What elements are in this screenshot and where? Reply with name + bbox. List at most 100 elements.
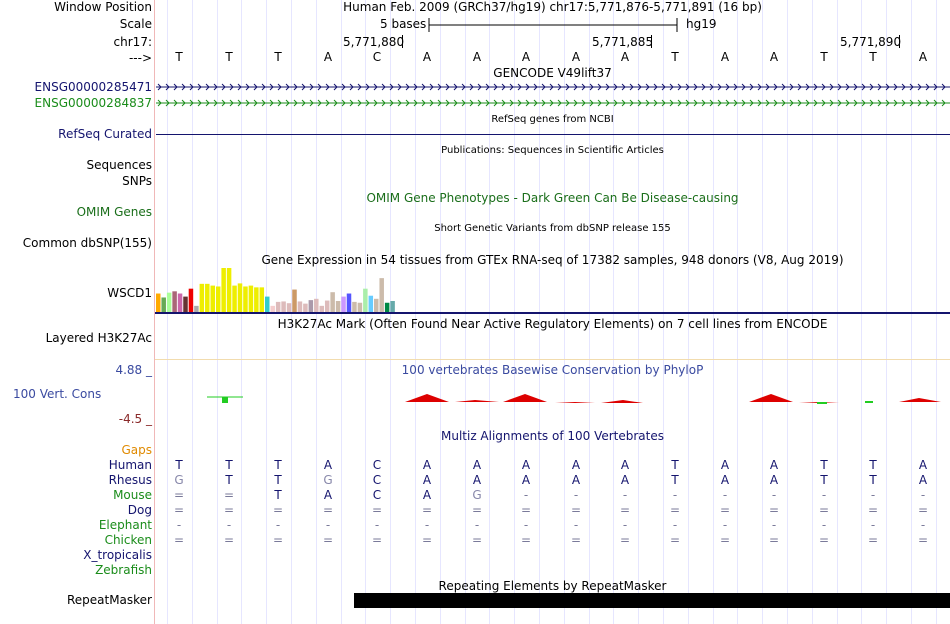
- h3k27ac-label[interactable]: Layered H3K27Ac: [45, 331, 152, 345]
- gtex-tissue-bar[interactable]: [286, 303, 292, 312]
- gtex-tissue-bar[interactable]: [346, 293, 352, 312]
- phylop-peak: [405, 394, 449, 402]
- reference-base: T: [274, 50, 282, 64]
- gtex-tissue-bar[interactable]: [292, 289, 297, 312]
- strand-chevron: [789, 83, 794, 91]
- strand-chevron: [861, 83, 866, 91]
- strand-chevron: [773, 99, 778, 107]
- gtex-tissue-bar[interactable]: [226, 268, 232, 312]
- gtex-tissue-bar[interactable]: [357, 302, 363, 312]
- phylop-max-label: 4.88 _: [115, 363, 152, 377]
- gtex-tissue-bar[interactable]: [243, 286, 248, 312]
- gtex-tissue-bar[interactable]: [335, 301, 341, 312]
- repeatmasker-label[interactable]: RepeatMasker: [66, 593, 152, 607]
- gtex-tissue-bar[interactable]: [281, 301, 286, 312]
- gtex-expression-chart[interactable]: [155, 266, 950, 314]
- gtex-tissue-bar[interactable]: [314, 298, 319, 312]
- alignment-base: =: [272, 533, 284, 547]
- strand-chevron: [917, 83, 922, 91]
- ruler-ticks: [402, 35, 900, 48]
- ruler-tick-label: 5,771,885: [592, 35, 654, 49]
- alignment-base: =: [867, 503, 879, 517]
- species-label-human[interactable]: Human: [108, 458, 152, 472]
- gene-model-ensg00000284837[interactable]: [156, 99, 950, 107]
- gtex-tissue-bar[interactable]: [215, 286, 221, 312]
- gtex-tissue-bar[interactable]: [259, 287, 265, 312]
- phylop-conservation-plot[interactable]: [155, 380, 950, 410]
- alignment-base: =: [471, 503, 483, 517]
- gtex-tissue-bar[interactable]: [166, 292, 172, 312]
- gtex-tissue-bar[interactable]: [199, 283, 205, 312]
- strand-chevron: [629, 83, 634, 91]
- gtex-tissue-bar[interactable]: [183, 296, 188, 312]
- gtex-tissue-bar[interactable]: [374, 298, 379, 312]
- alignment-base: T: [225, 473, 233, 487]
- gtex-tissue-bar[interactable]: [352, 301, 357, 312]
- strand-chevron: [621, 83, 626, 91]
- gtex-tissue-bar[interactable]: [275, 301, 281, 312]
- species-label-mouse[interactable]: Mouse: [113, 488, 152, 502]
- gtex-tissue-bar[interactable]: [319, 305, 325, 312]
- omim-label[interactable]: OMIM Genes: [76, 205, 152, 219]
- gtex-tissue-bar[interactable]: [161, 297, 166, 312]
- alignment-base: -: [771, 488, 777, 502]
- gtex-tissue-bar[interactable]: [221, 268, 226, 312]
- gtex-tissue-bar[interactable]: [308, 300, 314, 312]
- gtex-tissue-bar[interactable]: [156, 293, 161, 312]
- refseq-gene-line[interactable]: [156, 134, 950, 135]
- repeatmasker-element[interactable]: [354, 593, 950, 608]
- gtex-tissue-bar[interactable]: [330, 292, 335, 312]
- strand-chevron: [437, 83, 442, 91]
- gtex-tissue-bar[interactable]: [205, 283, 210, 312]
- alignment-base: A: [323, 458, 333, 472]
- species-label-chicken[interactable]: Chicken: [104, 533, 152, 547]
- species-label-rhesus[interactable]: Rhesus: [108, 473, 152, 487]
- gtex-tissue-bar[interactable]: [248, 285, 254, 312]
- species-label-elephant[interactable]: Elephant: [98, 518, 152, 532]
- gtex-tissue-bar[interactable]: [363, 288, 368, 312]
- gtex-tissue-bar[interactable]: [384, 302, 390, 312]
- strand-chevron: [309, 83, 314, 91]
- species-label-dog[interactable]: Dog: [127, 503, 152, 517]
- refseq-label[interactable]: RefSeq Curated: [58, 127, 152, 141]
- dbsnp-label[interactable]: Common dbSNP(155): [22, 236, 152, 250]
- strand-chevron: [885, 99, 890, 107]
- gtex-tissue-bar[interactable]: [368, 295, 374, 312]
- gtex-tissue-bar[interactable]: [254, 287, 259, 312]
- gene-label-ensg00000285471[interactable]: ENSG00000285471: [34, 80, 152, 94]
- strand-chevron: [501, 99, 506, 107]
- alignment-base: -: [573, 518, 579, 532]
- ruler-tick-label: 5,771,880: [343, 35, 405, 49]
- gtex-tissue-bar[interactable]: [194, 305, 199, 312]
- gtex-tissue-bar[interactable]: [265, 296, 270, 312]
- strand-chevron: [773, 83, 778, 91]
- gtex-tissue-bar[interactable]: [177, 293, 183, 312]
- phylop-peak: [455, 400, 499, 402]
- gtex-tissue-bar[interactable]: [341, 296, 346, 312]
- species-label-x_tropicalis[interactable]: X_tropicalis: [83, 548, 152, 562]
- gtex-tissue-bar[interactable]: [297, 301, 303, 312]
- gtex-tissue-bar[interactable]: [270, 305, 275, 312]
- gtex-tissue-bar[interactable]: [188, 288, 194, 312]
- gtex-tissue-bar[interactable]: [172, 291, 177, 312]
- multiz-gaps-label[interactable]: Gaps: [121, 443, 152, 457]
- gtex-tissue-bar[interactable]: [232, 285, 237, 312]
- publications-label-snps[interactable]: SNPs: [122, 174, 152, 188]
- gtex-tissue-bar[interactable]: [379, 278, 384, 312]
- gtex-tissue-bar[interactable]: [237, 283, 243, 312]
- phylop-label[interactable]: 100 Vert. Cons: [13, 387, 102, 401]
- alignment-base: =: [173, 533, 185, 547]
- alignment-base: -: [920, 488, 926, 502]
- gene-label-ensg00000284837[interactable]: ENSG00000284837: [34, 96, 152, 110]
- publications-label-sequences[interactable]: Sequences: [86, 158, 152, 172]
- gtex-tissue-bar[interactable]: [210, 285, 216, 312]
- gtex-gene-label[interactable]: WSCD1: [107, 286, 152, 300]
- strand-chevron: [413, 99, 418, 107]
- gtex-tissue-bar[interactable]: [324, 300, 330, 312]
- phylop-peak: [749, 394, 793, 402]
- gene-model-ensg00000285471[interactable]: [156, 83, 950, 91]
- alignment-base: =: [520, 503, 532, 517]
- gtex-tissue-bar[interactable]: [303, 303, 308, 312]
- species-label-zebrafish[interactable]: Zebrafish: [95, 563, 152, 577]
- gtex-tissue-bar[interactable]: [390, 301, 395, 312]
